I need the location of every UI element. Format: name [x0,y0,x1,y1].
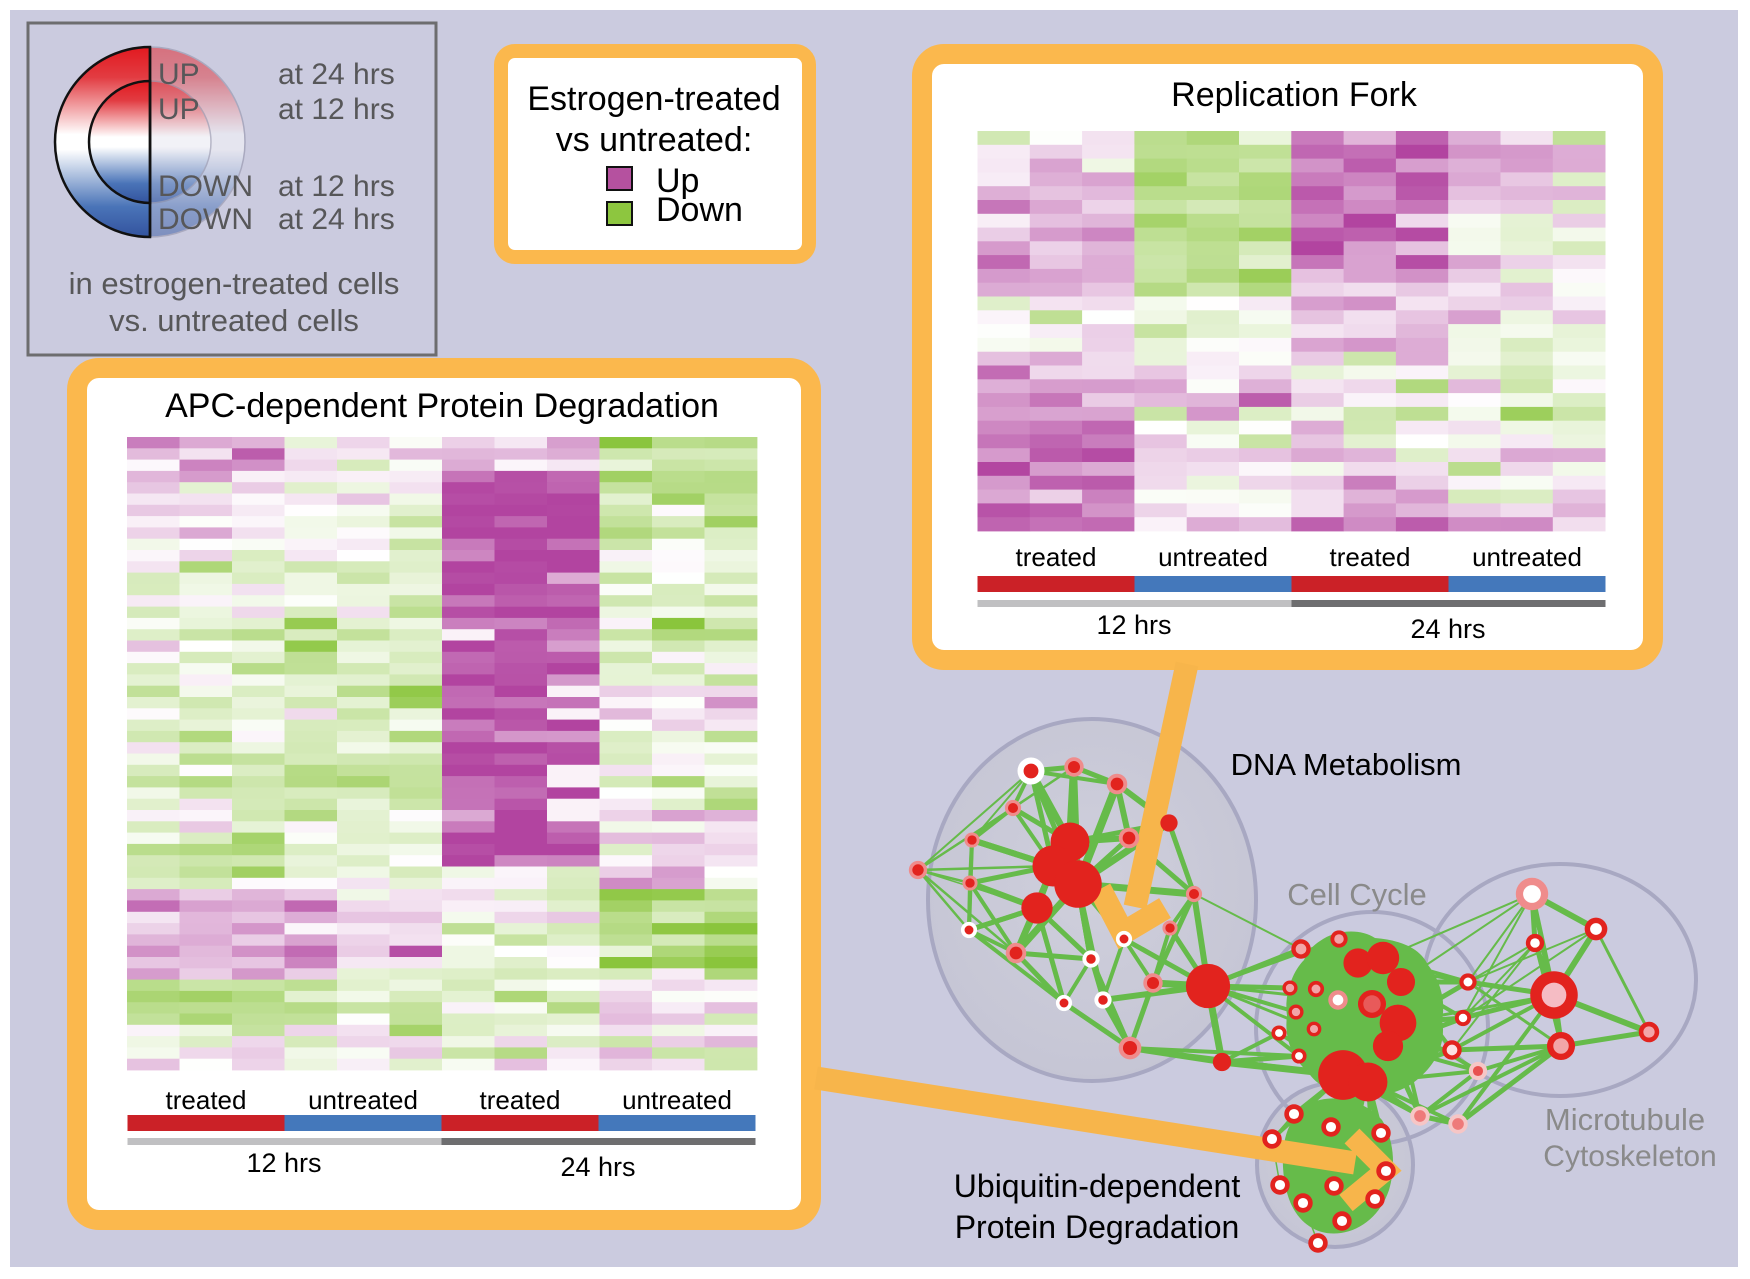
svg-text:untreated: untreated [1472,542,1582,572]
svg-text:treated: treated [1330,542,1411,572]
svg-text:at 24 hrs: at 24 hrs [278,203,395,236]
svg-text:Replication Fork: Replication Fork [1171,76,1418,114]
svg-text:Up: Up [656,162,699,200]
svg-text:at 12 hrs: at 12 hrs [278,170,395,203]
svg-text:Cell Cycle: Cell Cycle [1287,877,1427,912]
svg-text:untreated: untreated [308,1085,418,1115]
svg-text:12 hrs: 12 hrs [1096,610,1171,640]
svg-text:vs untreated:: vs untreated: [556,121,753,159]
svg-text:APC-dependent Protein Degradat: APC-dependent Protein Degradation [165,387,719,425]
svg-text:vs. untreated cells: vs. untreated cells [109,303,359,338]
svg-text:treated: treated [480,1085,561,1115]
svg-text:Cytoskeleton: Cytoskeleton [1543,1140,1716,1173]
svg-text:DOWN: DOWN [158,203,253,236]
svg-text:24 hrs: 24 hrs [1410,614,1485,644]
svg-text:DNA Metabolism: DNA Metabolism [1231,747,1462,782]
svg-text:12 hrs: 12 hrs [246,1148,321,1178]
svg-text:treated: treated [1016,542,1097,572]
svg-text:UP: UP [158,93,200,126]
svg-text:DOWN: DOWN [158,170,253,203]
svg-text:untreated: untreated [622,1085,732,1115]
svg-text:Ubiquitin-dependent: Ubiquitin-dependent [954,1168,1241,1204]
svg-text:Estrogen-treated: Estrogen-treated [527,80,780,118]
svg-text:at 24 hrs: at 24 hrs [278,58,395,91]
svg-text:Microtubule: Microtubule [1545,1102,1705,1137]
svg-text:at 12 hrs: at 12 hrs [278,93,395,126]
svg-text:in estrogen-treated cells: in estrogen-treated cells [69,266,400,301]
svg-text:Down: Down [656,191,743,229]
svg-text:untreated: untreated [1158,542,1268,572]
svg-text:treated: treated [166,1085,247,1115]
svg-text:UP: UP [158,58,200,91]
svg-text:24 hrs: 24 hrs [560,1152,635,1182]
svg-text:Protein Degradation: Protein Degradation [955,1209,1240,1245]
